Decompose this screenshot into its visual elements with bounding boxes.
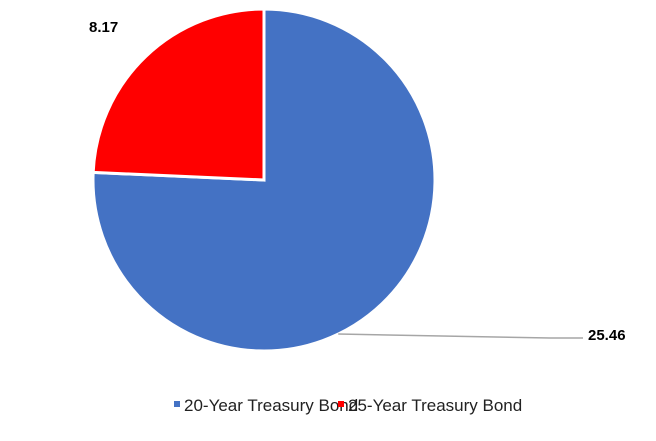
- legend-label: 25-Year Treasury Bond: [348, 396, 522, 415]
- legend-swatch: [174, 401, 180, 407]
- pie-slice-25-year-treasury-bond: [91, 7, 266, 182]
- legend-item-20-year-treasury-bond: 20-Year Treasury Bond: [174, 396, 358, 415]
- pie-slices: [91, 7, 437, 353]
- legend-swatch: [338, 401, 344, 407]
- leader-lines: [338, 333, 583, 339]
- legend-label: 20-Year Treasury Bond: [184, 396, 358, 415]
- data-label-25-year-treasury-bond: 8.17: [89, 19, 118, 36]
- legend-item-25-year-treasury-bond: 25-Year Treasury Bond: [338, 396, 522, 415]
- data-label-20-year-treasury-bond: 25.46: [588, 327, 626, 344]
- leader-line-20-year-treasury-bond: [338, 333, 583, 339]
- data-labels: 25.46 8.17: [89, 19, 626, 344]
